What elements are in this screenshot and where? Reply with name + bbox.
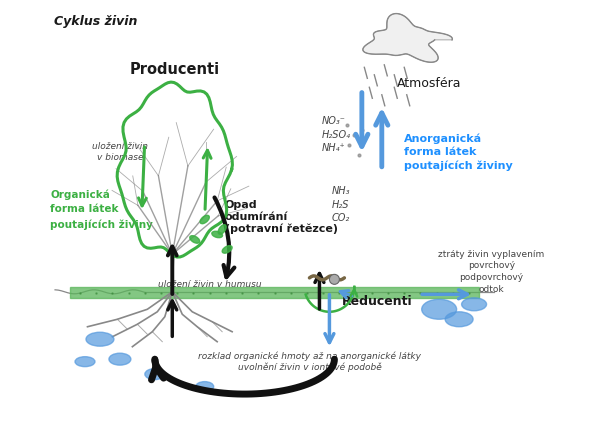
Ellipse shape — [422, 299, 456, 319]
Text: uložení živin
v biomase: uložení živin v biomase — [92, 142, 148, 162]
Ellipse shape — [200, 215, 209, 224]
Ellipse shape — [75, 356, 95, 367]
Text: rozklad organické hmoty až na anorganické látky
uvolnění živin v iontové podobě: rozklad organické hmoty až na anorganick… — [198, 351, 421, 372]
Text: Producenti: Producenti — [130, 62, 220, 77]
Text: ztráty živin vyplavením
povrchový
podpovrchový
odtok: ztráty živin vyplavením povrchový podpov… — [438, 250, 545, 294]
Polygon shape — [363, 14, 452, 62]
Text: NH₃
H₂S
CO₂: NH₃ H₂S CO₂ — [332, 186, 350, 223]
Ellipse shape — [196, 382, 214, 392]
Text: Opad
odumírání
(potravní řetězce): Opad odumírání (potravní řetězce) — [224, 200, 337, 234]
Text: Cyklus živin: Cyklus živin — [54, 15, 137, 28]
Ellipse shape — [190, 236, 200, 243]
Text: uložení živin v humusu: uložení živin v humusu — [158, 280, 262, 289]
Ellipse shape — [218, 225, 226, 234]
Circle shape — [329, 275, 339, 284]
Ellipse shape — [86, 332, 114, 346]
Ellipse shape — [109, 353, 131, 365]
Text: Reducenti: Reducenti — [342, 295, 412, 308]
Ellipse shape — [462, 298, 487, 311]
Ellipse shape — [145, 369, 165, 380]
Ellipse shape — [445, 312, 473, 327]
Bar — [70, 287, 479, 298]
Ellipse shape — [222, 246, 232, 253]
Text: Atmosféra: Atmosféra — [397, 77, 461, 91]
Text: Anorganická
forma látek
poutajících živiny: Anorganická forma látek poutajících živi… — [404, 133, 513, 171]
Text: Organická
forma látek
poutajících živiny: Organická forma látek poutajících živiny — [50, 189, 153, 230]
Text: NO₃⁻
H₂SO₄
NH₄⁺: NO₃⁻ H₂SO₄ NH₄⁺ — [322, 117, 351, 153]
Ellipse shape — [212, 231, 223, 238]
